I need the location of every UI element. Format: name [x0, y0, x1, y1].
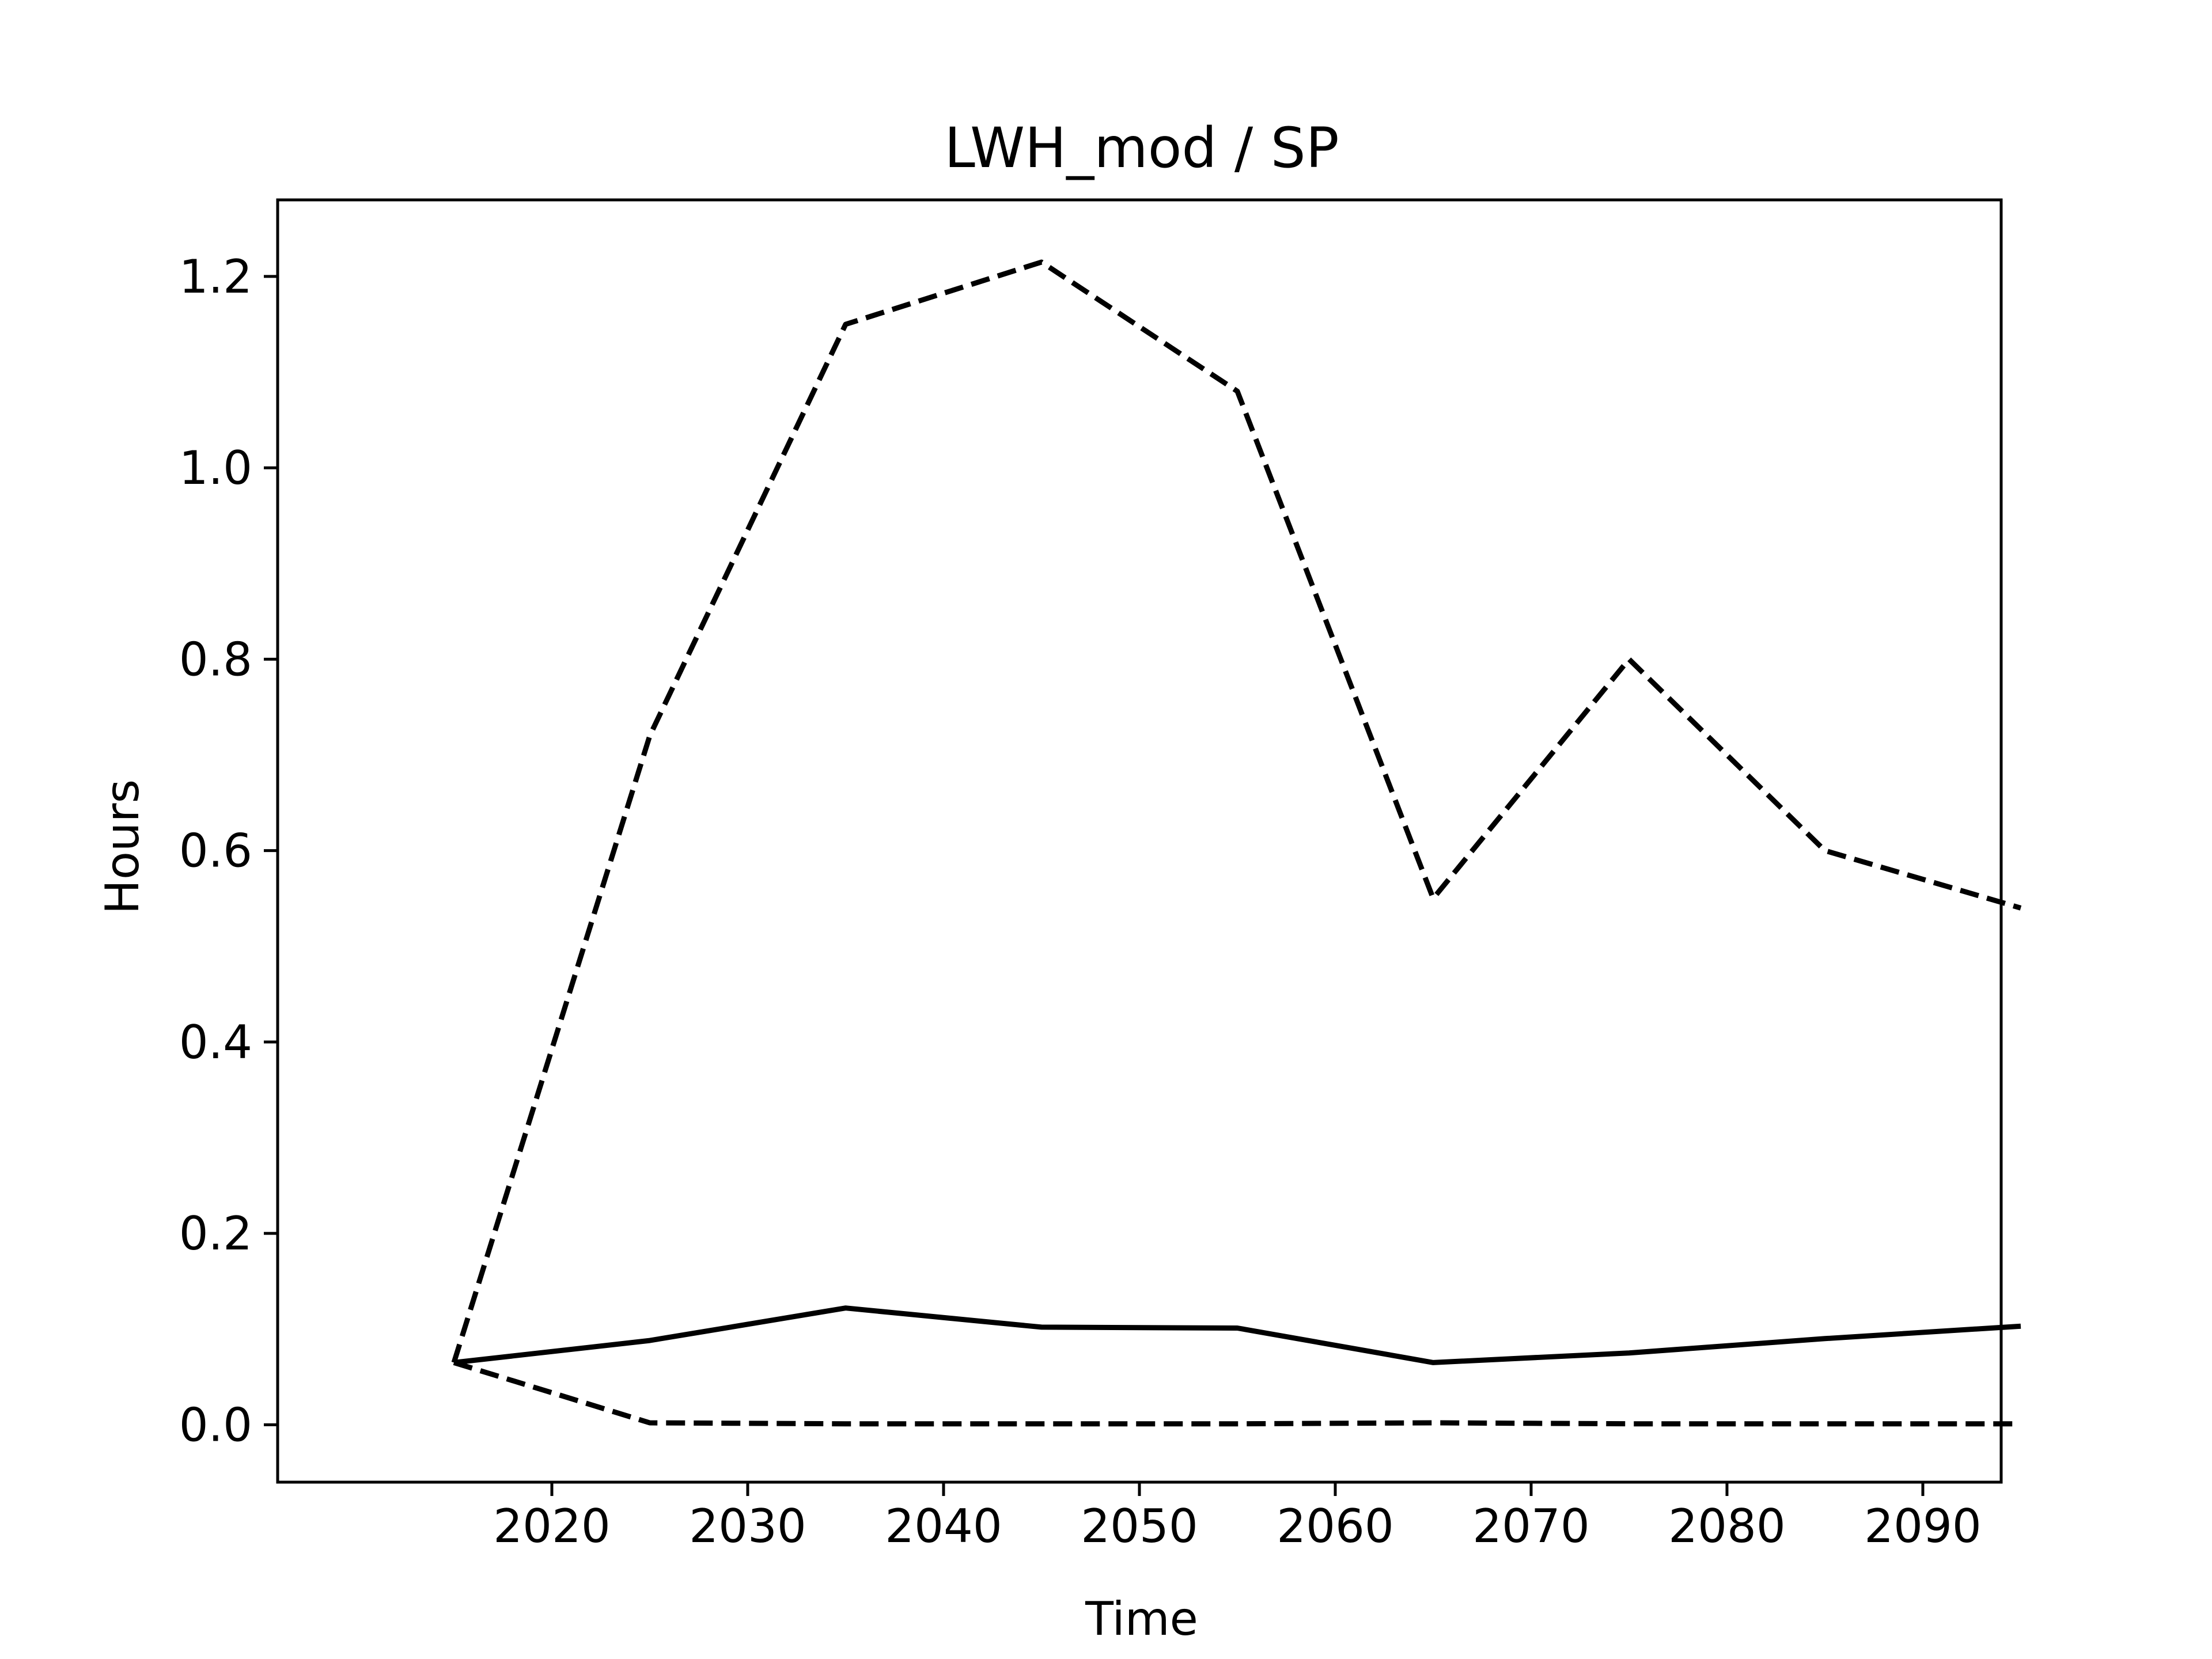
y-tick-label: 0.6: [179, 824, 252, 878]
y-tick-label: 1.0: [179, 441, 252, 495]
x-tick-label: 2070: [1472, 1499, 1590, 1553]
y-axis-label: Hours: [96, 779, 149, 914]
x-tick-label: 2020: [493, 1499, 611, 1553]
dashed-series-line-3: [453, 1360, 2021, 1427]
x-tick-label: 2090: [1864, 1499, 1982, 1553]
dashed-series-line-1: [451, 259, 2022, 1363]
x-tick-label: 2050: [1081, 1499, 1198, 1553]
y-tick-label: 0.2: [179, 1207, 252, 1260]
chart-title: LWH_mod / SP: [944, 116, 1339, 180]
y-tick-label: 0.0: [179, 1398, 252, 1452]
x-tick-label: 2030: [689, 1499, 806, 1553]
x-tick-label: 2080: [1668, 1499, 1786, 1553]
y-tick-label: 0.4: [179, 1016, 252, 1069]
x-tick-label: 2060: [1277, 1499, 1394, 1553]
x-tick-label: 2040: [885, 1499, 1002, 1553]
x-axis-label: Time: [1085, 1592, 1198, 1646]
solid-series-line-2: [453, 1305, 2021, 1365]
y-tick-label: 1.2: [179, 250, 252, 304]
plot-area: 2020 2030 2040 2050 2060 2070 2080 2090 0.0 0.2 0.…: [179, 198, 2022, 1553]
y-tick-label: 0.8: [179, 632, 252, 686]
